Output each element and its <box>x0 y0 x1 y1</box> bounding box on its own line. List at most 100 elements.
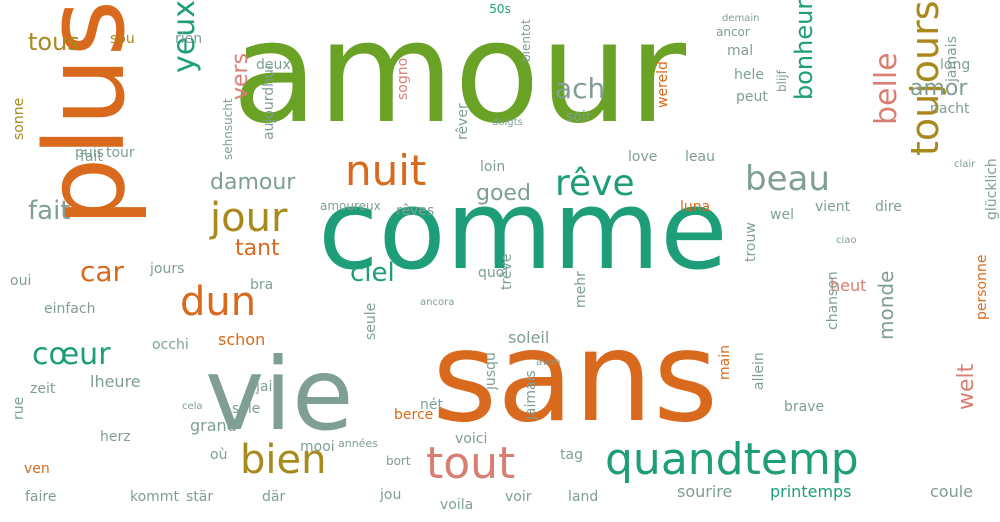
cloud-word: oui <box>10 273 32 289</box>
cloud-word: puis <box>75 145 104 161</box>
cloud-word: monde <box>874 270 898 340</box>
cloud-word: ciel <box>350 258 395 288</box>
cloud-word: trêve <box>499 253 515 290</box>
cloud-word: love <box>628 149 658 165</box>
cloud-word: mooi <box>300 439 335 455</box>
cloud-word: années <box>338 437 378 450</box>
cloud-word: brave <box>784 399 825 415</box>
cloud-word: voici <box>455 431 488 447</box>
cloud-word: ciao <box>836 235 857 246</box>
cloud-word: vient <box>815 199 851 215</box>
cloud-word: dire <box>875 199 902 215</box>
cloud-word: welt <box>954 363 979 410</box>
cloud-word: main <box>717 345 733 380</box>
cloud-word: tant <box>235 236 280 261</box>
cloud-word: ancora <box>420 297 455 308</box>
cloud-word: ven <box>24 461 50 477</box>
cloud-word: aujourdhui <box>261 65 277 140</box>
cloud-word: beau <box>745 159 830 199</box>
cloud-word: nuit <box>345 146 427 195</box>
cloud-word: voila <box>440 497 474 513</box>
cloud-word: wel <box>770 207 794 223</box>
cloud-word: herz <box>100 429 131 445</box>
cloud-word: blijf <box>775 70 789 92</box>
cloud-word: cœur <box>32 337 111 372</box>
cloud-word: jou <box>380 487 402 503</box>
cloud-word: jai <box>256 379 273 395</box>
cloud-word: bra <box>250 277 274 293</box>
cloud-word: rien <box>175 31 203 47</box>
cloud-word: damour <box>210 170 296 195</box>
cloud-word: lheure <box>90 372 141 391</box>
cloud-word: sou <box>110 31 135 47</box>
cloud-word: car <box>80 255 125 288</box>
cloud-word: bonheur <box>790 0 818 101</box>
cloud-word: avon <box>536 357 561 368</box>
cloud-word: rêver <box>455 103 471 140</box>
cloud-word: einfach <box>44 301 96 317</box>
cloud-word: amour <box>232 0 687 155</box>
cloud-word: glücklich <box>984 158 1000 220</box>
cloud-word: soir <box>566 109 592 125</box>
cloud-word: voir <box>505 489 532 505</box>
cloud-word: quandtemp <box>605 434 859 485</box>
cloud-word: bientot <box>519 19 533 62</box>
cloud-word: cela <box>182 401 203 412</box>
cloud-word: clair <box>954 159 976 170</box>
cloud-word: faire <box>25 489 57 505</box>
cloud-word: peut <box>736 89 768 105</box>
cloud-word: comme <box>318 166 728 294</box>
cloud-word: vers <box>228 52 253 100</box>
cloud-word: doigts <box>492 117 523 128</box>
cloud-word: rêve <box>555 163 635 204</box>
cloud-word: rêves <box>396 203 435 219</box>
cloud-word: amor <box>910 76 968 101</box>
figure-title: 50s <box>489 2 511 16</box>
cloud-word: nacht <box>930 101 970 117</box>
cloud-word: loin <box>480 159 506 175</box>
cloud-word: berce <box>394 407 434 423</box>
cloud-word: amoureux <box>320 199 381 213</box>
cloud-word: grand <box>190 416 237 435</box>
cloud-word: wereld <box>655 61 671 108</box>
cloud-word: belle <box>869 52 904 125</box>
cloud-word: tous <box>28 28 80 56</box>
cloud-word: allein <box>751 352 767 390</box>
cloud-word: nét <box>420 397 443 413</box>
cloud-word: sonne <box>11 97 27 140</box>
cloud-word: stär <box>186 489 214 505</box>
cloud-word: zeit <box>30 381 56 397</box>
cloud-word: long <box>940 57 971 73</box>
cloud-word: kommt <box>130 489 179 505</box>
cloud-word: tag <box>560 447 583 463</box>
cloud-word: où <box>210 447 228 463</box>
cloud-word: tout <box>426 438 516 489</box>
cloud-word: jusqu <box>483 352 499 390</box>
cloud-word: jours <box>150 261 185 277</box>
cloud-word: land <box>568 489 599 505</box>
cloud-word: tour <box>106 145 135 161</box>
cloud-word: heut <box>830 276 867 295</box>
cloud-word: jaimais <box>523 370 539 420</box>
cloud-word: sans <box>432 305 719 450</box>
cloud-word: chanson <box>825 271 841 330</box>
cloud-word: fait <box>28 196 71 226</box>
cloud-word: sogno <box>395 57 411 100</box>
cloud-word: där <box>262 489 286 505</box>
cloud-word: ancor <box>716 25 750 39</box>
cloud-word: coule <box>930 482 974 501</box>
cloud-word: vie <box>205 336 354 453</box>
cloud-word: bien <box>240 437 327 483</box>
cloud-word: jour <box>210 195 288 241</box>
cloud-word: sehnsucht <box>221 98 235 160</box>
cloud-word: bort <box>386 454 411 468</box>
cloud-word: hele <box>734 67 764 83</box>
cloud-word: luna <box>680 199 711 215</box>
cloud-word: rue <box>11 396 27 420</box>
cloud-word: demain <box>722 13 760 24</box>
cloud-word: dun <box>180 279 257 325</box>
cloud-word: occhi <box>152 337 189 353</box>
cloud-word: schon <box>218 330 266 349</box>
